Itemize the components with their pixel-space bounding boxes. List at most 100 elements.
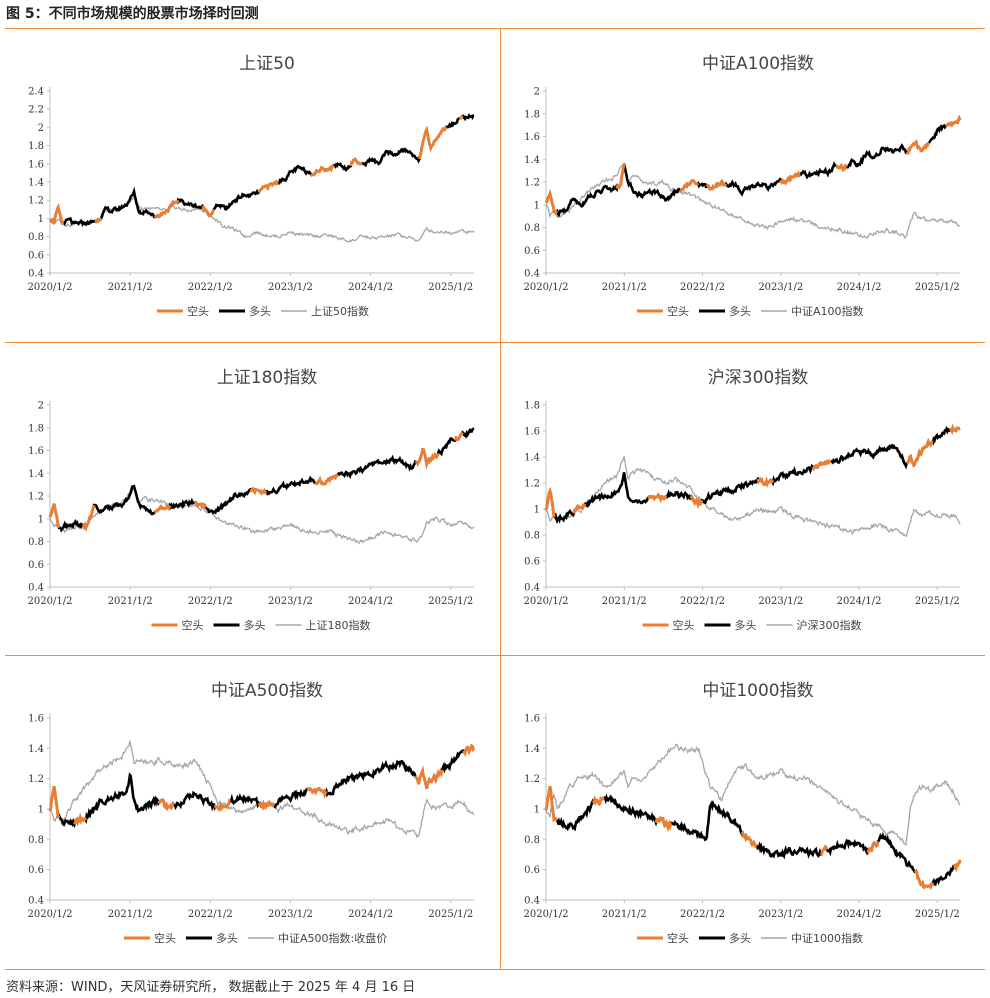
y-tick-label: 1.8 xyxy=(524,401,540,412)
short-series-segment xyxy=(73,812,88,827)
y-tick-label: 0.4 xyxy=(524,896,540,907)
short-series-segment xyxy=(257,799,275,811)
x-tick-label: 2025/1/2 xyxy=(915,282,960,293)
x-tick-label: 2025/1/2 xyxy=(428,909,473,920)
legend-index-label: 沪深300指数 xyxy=(797,618,862,632)
legend-index-label: 中证A500指数:收盘价 xyxy=(278,931,387,945)
y-tick-label: 0.4 xyxy=(28,896,44,907)
y-tick-label: 0.6 xyxy=(28,250,44,261)
y-tick-label: 2 xyxy=(38,123,44,134)
y-tick-label: 2.2 xyxy=(28,105,44,116)
short-series-segment xyxy=(944,114,962,128)
x-tick-label: 2023/1/2 xyxy=(758,596,803,607)
x-tick-label: 2025/1/2 xyxy=(428,596,473,607)
short-series-segment xyxy=(705,178,728,192)
x-tick-label: 2023/1/2 xyxy=(268,909,313,920)
short-series-segment xyxy=(952,859,962,872)
short-series-segment xyxy=(779,170,801,186)
short-series-segment xyxy=(213,798,231,812)
x-tick-label: 2025/1/2 xyxy=(915,909,960,920)
y-tick-label: 1 xyxy=(38,514,44,525)
legend-index-label: 中证1000指数 xyxy=(791,931,863,945)
y-tick-label: 1 xyxy=(38,805,44,816)
y-tick-label: 1.8 xyxy=(28,423,44,434)
x-tick-label: 2024/1/2 xyxy=(348,909,393,920)
y-tick-label: 0.6 xyxy=(524,865,540,876)
legend-long-label: 多头 xyxy=(216,931,238,945)
y-tick-label: 1.6 xyxy=(524,427,540,438)
chart-panel-sse50: 上证50 0.4 0.6 0.8 1 1.2 1.4 1.6 1.8 2 2.2 2.4 2020/1/… xyxy=(5,29,499,342)
short-series-segment xyxy=(349,156,363,167)
y-tick-label: 0.8 xyxy=(28,232,44,243)
short-series-segment xyxy=(572,503,587,514)
index-series-line xyxy=(50,740,475,839)
short-series-segment xyxy=(811,459,832,472)
short-series-segment xyxy=(647,492,668,504)
chart-svg-csi-a100: 中证A100指数 0.4 0.6 0.8 1 1.2 1.4 1.6 1.8 2 2020/1/2 2… xyxy=(524,54,962,318)
y-tick-label: 1.6 xyxy=(28,159,44,170)
x-tick-label: 2024/1/2 xyxy=(348,282,393,293)
short-series-segment xyxy=(82,504,96,532)
short-series-segment xyxy=(201,205,216,218)
short-series-segment xyxy=(591,795,605,807)
short-series-segment xyxy=(194,501,208,510)
y-tick-label: 0.8 xyxy=(28,537,44,548)
y-tick-label: 0.4 xyxy=(28,269,44,280)
grid-divider-vertical xyxy=(500,29,501,969)
short-series-segment xyxy=(157,797,175,812)
x-tick-label: 2020/1/2 xyxy=(28,596,73,607)
x-tick-label: 2022/1/2 xyxy=(188,282,233,293)
x-tick-label: 2021/1/2 xyxy=(108,282,153,293)
x-tick-label: 2025/1/2 xyxy=(428,282,473,293)
legend-long-label: 多头 xyxy=(735,618,757,632)
chart-svg-csi1000: 中证1000指数 0.4 0.6 0.8 1 1.2 1.4 1.6 2020/1/2 2021/… xyxy=(524,681,962,945)
chart-title: 上证50 xyxy=(239,54,295,74)
source-note: 资料来源：WIND，天风证券研究所， 数据截止于 2025 年 4 月 16 日 xyxy=(6,980,416,995)
chart-title: 中证A100指数 xyxy=(702,54,814,74)
short-series-segment xyxy=(314,473,339,486)
x-tick-label: 2021/1/2 xyxy=(108,909,153,920)
y-tick-label: 0.6 xyxy=(524,246,540,257)
legend-long-label: 多头 xyxy=(244,618,266,632)
x-tick-label: 2023/1/2 xyxy=(758,282,803,293)
short-series-segment xyxy=(94,217,103,224)
long-series-line xyxy=(48,743,475,829)
chart-svg-sse50: 上证50 0.4 0.6 0.8 1 1.2 1.4 1.6 1.8 2 2.2 2.4 2020/1/… xyxy=(28,54,475,318)
y-tick-label: 0.6 xyxy=(28,560,44,571)
legend-index-label: 中证A100指数 xyxy=(791,304,864,318)
x-tick-label: 2021/1/2 xyxy=(602,282,647,293)
short-series-segment xyxy=(48,503,61,529)
legend-short-label: 空头 xyxy=(667,304,689,318)
short-series-segment xyxy=(48,786,61,819)
chart-title: 中证A500指数 xyxy=(211,681,323,701)
index-series-line xyxy=(545,743,961,847)
legend-index-label: 上证50指数 xyxy=(311,304,369,318)
y-tick-label: 1.4 xyxy=(524,155,540,166)
y-tick-label: 0.8 xyxy=(28,835,44,846)
short-series-segment xyxy=(414,447,440,470)
short-series-segment xyxy=(820,844,829,857)
x-tick-label: 2021/1/2 xyxy=(108,596,153,607)
legend-short-label: 空头 xyxy=(667,931,689,945)
y-tick-label: 1.4 xyxy=(524,453,540,464)
x-tick-label: 2022/1/2 xyxy=(680,909,725,920)
legend-long-label: 多头 xyxy=(729,304,751,318)
y-tick-label: 1.4 xyxy=(28,744,44,755)
short-series-segment xyxy=(249,486,268,496)
x-tick-label: 2021/1/2 xyxy=(602,596,647,607)
y-tick-label: 1.2 xyxy=(524,774,540,785)
y-tick-label: 1.2 xyxy=(524,178,540,189)
y-tick-label: 0.6 xyxy=(28,865,44,876)
y-tick-label: 1.2 xyxy=(28,492,44,503)
short-series-segment xyxy=(740,829,758,848)
chart-panel-csi-a500: 中证A500指数 0.4 0.6 0.8 1 1.2 1.4 1.6 2020/1/2 2021/… xyxy=(5,656,499,969)
short-series-segment xyxy=(418,125,448,160)
short-series-segment xyxy=(949,423,961,435)
figure-title: 图 5：不同市场规模的股票市场择时回测 xyxy=(6,6,259,22)
short-series-segment xyxy=(458,115,464,120)
long-series-line xyxy=(48,427,475,533)
short-series-segment xyxy=(866,840,880,855)
y-tick-label: 1 xyxy=(38,214,44,225)
y-tick-label: 2 xyxy=(534,87,540,98)
y-tick-label: 1.6 xyxy=(524,132,540,143)
